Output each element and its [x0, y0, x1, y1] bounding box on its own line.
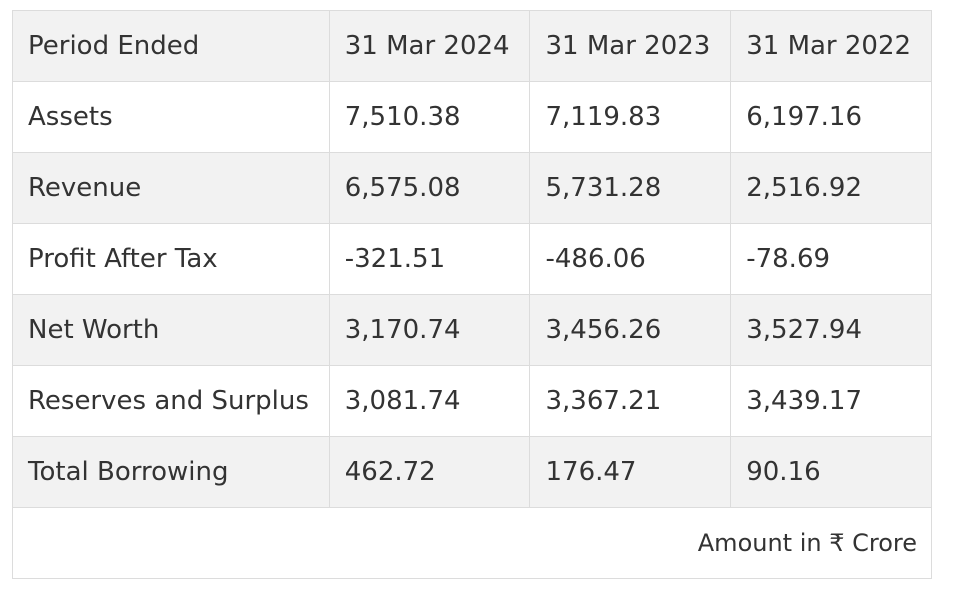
row-label: Profit After Tax — [12, 223, 330, 295]
data-row: Total Borrowing 462.72 176.47 90.16 — [12, 436, 932, 508]
value-cell: 5,731.28 — [529, 152, 732, 224]
header-cell: 31 Mar 2024 — [328, 10, 531, 82]
value-cell: -78.69 — [730, 223, 932, 295]
value-cell: 3,439.17 — [730, 365, 932, 437]
data-row: Assets 7,510.38 7,119.83 6,197.16 — [12, 81, 932, 153]
data-row: Reserves and Surplus 3,081.74 3,367.21 3,43… — [12, 365, 932, 437]
header-cell: 31 Mar 2022 — [730, 10, 932, 82]
value-cell: 2,516.92 — [730, 152, 932, 224]
value-cell: 6,197.16 — [730, 81, 932, 153]
note-row: Amount in ₹ Crore — [12, 507, 932, 579]
value-cell: 6,575.08 — [328, 152, 531, 224]
value-cell: 7,119.83 — [529, 81, 732, 153]
row-label: Reserves and Surplus — [12, 365, 330, 437]
data-row: Profit After Tax -321.51 -486.06 -78.69 — [12, 223, 932, 295]
value-cell: 3,367.21 — [529, 365, 732, 437]
row-label: Assets — [12, 81, 330, 153]
value-cell: 90.16 — [730, 436, 932, 508]
row-label: Net Worth — [12, 294, 330, 366]
value-cell: 3,081.74 — [328, 365, 531, 437]
value-cell: -321.51 — [328, 223, 531, 295]
value-cell: 176.47 — [529, 436, 732, 508]
value-cell: 3,456.26 — [529, 294, 732, 366]
header-cell: 31 Mar 2023 — [529, 10, 732, 82]
value-cell: 7,510.38 — [328, 81, 531, 153]
table-body: Period Ended 31 Mar 2024 31 Mar 2023 31 Mar… — [12, 10, 932, 579]
value-cell: -486.06 — [529, 223, 732, 295]
header-cell: Period Ended — [12, 10, 330, 82]
header-row: Period Ended 31 Mar 2024 31 Mar 2023 31 Mar… — [12, 10, 932, 82]
value-cell: 3,527.94 — [730, 294, 932, 366]
data-row: Net Worth 3,170.74 3,456.26 3,527.94 — [12, 294, 932, 366]
row-label: Total Borrowing — [12, 436, 330, 508]
financial-table: Period Ended 31 Mar 2024 31 Mar 2023 31 Mar… — [12, 10, 932, 579]
value-cell: 3,170.74 — [328, 294, 531, 366]
row-label: Revenue — [12, 152, 330, 224]
data-row: Revenue 6,575.08 5,731.28 2,516.92 — [12, 152, 932, 224]
value-cell: 462.72 — [328, 436, 531, 508]
note: Amount in ₹ Crore — [12, 507, 932, 579]
